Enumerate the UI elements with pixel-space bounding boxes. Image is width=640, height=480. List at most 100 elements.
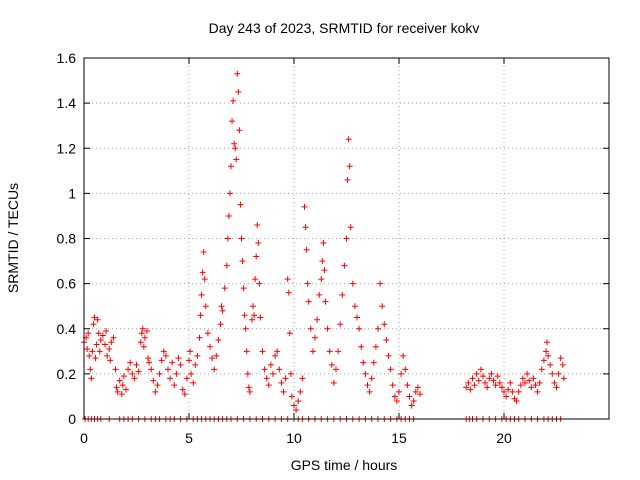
- data-point: [532, 382, 539, 389]
- data-point: [330, 379, 337, 386]
- y-tick-label: 0.4: [57, 321, 77, 337]
- data-point: [509, 388, 516, 395]
- data-point: [534, 388, 541, 395]
- data-point: [112, 366, 119, 373]
- data-point: [140, 343, 147, 350]
- data-point: [326, 348, 333, 355]
- data-point: [244, 370, 251, 377]
- data-point: [263, 375, 270, 382]
- data-point: [549, 370, 556, 377]
- data-point: [267, 361, 274, 368]
- data-point: [165, 366, 171, 373]
- data-point: [414, 384, 421, 391]
- data-point: [494, 373, 501, 380]
- data-point: [381, 321, 388, 328]
- data-point: [383, 337, 390, 344]
- data-point: [524, 370, 531, 377]
- data-point: [213, 352, 220, 359]
- data-point: [287, 370, 294, 377]
- data-point: [412, 388, 419, 395]
- x-tick-label: 20: [496, 430, 512, 446]
- data-point: [84, 346, 91, 353]
- data-point: [183, 375, 190, 382]
- data-point: [202, 303, 209, 310]
- data-point: [192, 361, 199, 368]
- data-point: [362, 370, 369, 377]
- data-point: [102, 341, 108, 348]
- data-point: [301, 203, 308, 210]
- data-point: [148, 366, 155, 373]
- data-point: [370, 359, 377, 366]
- data-point: [547, 361, 554, 368]
- data-point: [490, 377, 497, 384]
- data-point: [104, 352, 111, 359]
- data-point: [257, 314, 264, 321]
- data-point: [113, 384, 120, 391]
- data-point: [322, 298, 329, 305]
- data-point: [224, 235, 231, 242]
- data-point: [389, 382, 396, 389]
- data-point: [475, 377, 482, 384]
- data-point: [198, 291, 205, 298]
- data-point: [97, 337, 104, 344]
- data-point: [270, 370, 276, 377]
- data-point: [175, 355, 182, 362]
- data-point: [343, 235, 350, 242]
- data-point: [484, 384, 491, 391]
- data-point: [95, 330, 102, 337]
- data-point: [106, 346, 113, 353]
- data-point: [139, 325, 146, 332]
- data-point: [215, 337, 222, 344]
- y-tick-label: 0: [68, 411, 76, 427]
- data-point: [232, 145, 239, 152]
- data-point: [375, 325, 381, 332]
- data-point: [312, 334, 318, 341]
- data-point: [559, 361, 566, 368]
- data-point: [280, 388, 287, 395]
- data-point: [150, 377, 157, 384]
- data-point: [171, 382, 178, 389]
- data-point: [513, 397, 520, 404]
- data-point: [358, 343, 365, 350]
- data-point: [229, 118, 236, 125]
- data-point: [251, 312, 258, 319]
- data-point: [99, 332, 106, 339]
- data-point: [341, 262, 348, 269]
- data-point: [522, 379, 528, 386]
- data-point: [129, 370, 136, 377]
- data-point: [145, 355, 152, 362]
- data-point: [225, 212, 232, 219]
- data-point: [482, 379, 489, 386]
- data-point: [517, 382, 524, 389]
- data-point: [360, 359, 367, 366]
- data-point: [119, 382, 126, 389]
- data-point: [366, 388, 373, 395]
- data-point: [108, 339, 115, 346]
- data-point: [120, 373, 127, 380]
- data-point: [199, 269, 206, 276]
- data-point: [219, 307, 226, 314]
- data-point: [201, 276, 208, 283]
- data-point: [261, 366, 268, 373]
- data-point: [536, 379, 543, 386]
- data-point: [530, 375, 537, 382]
- data-point: [505, 386, 512, 393]
- data-point: [282, 375, 289, 382]
- data-point: [181, 391, 188, 398]
- data-point: [272, 352, 279, 359]
- data-point: [467, 386, 474, 393]
- data-point: [498, 384, 505, 391]
- data-point: [314, 316, 321, 323]
- data-point: [492, 382, 499, 389]
- data-point: [324, 325, 331, 332]
- data-point: [256, 280, 263, 287]
- data-point: [555, 370, 562, 377]
- data-point: [372, 343, 379, 350]
- data-point: [417, 391, 423, 398]
- data-point: [240, 285, 247, 292]
- data-point: [316, 291, 323, 298]
- data-point: [94, 316, 101, 323]
- data-point: [303, 246, 310, 253]
- data-point: [234, 70, 241, 77]
- y-tick-label: 1: [68, 185, 76, 201]
